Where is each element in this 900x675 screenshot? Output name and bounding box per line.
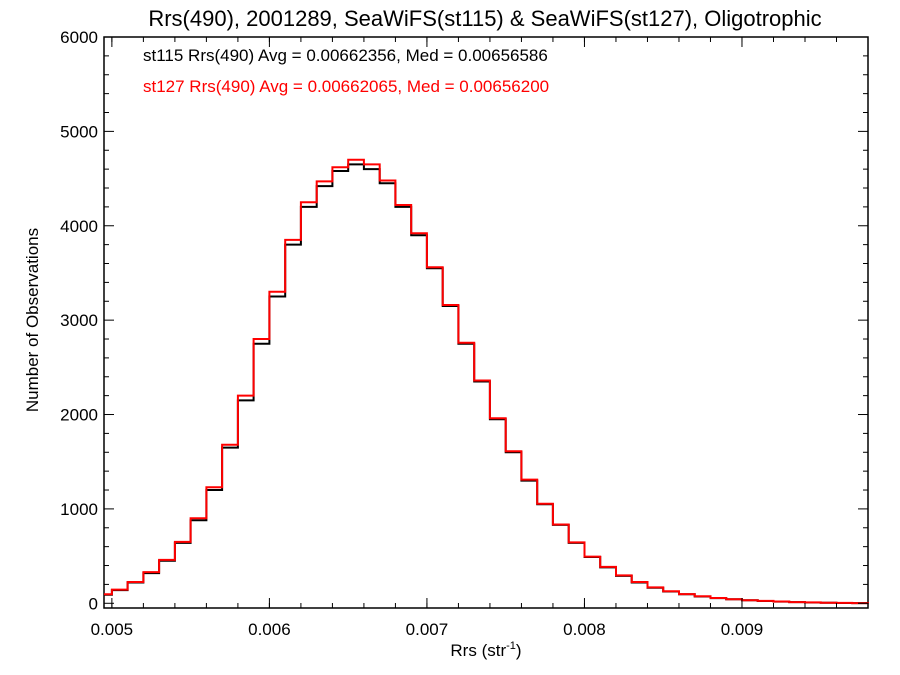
histogram-series-0 — [104, 163, 869, 605]
x-axis-label: Rrs (str-1) — [450, 640, 521, 660]
y-axis-label: Number of Observations — [23, 228, 42, 412]
y-tick-label: 1000 — [60, 500, 98, 519]
tick-layer: 0.005 0.006 0.007 0.008 0.009 0 1000 2000 3000 40… — [60, 28, 869, 639]
plot-frame — [103, 36, 869, 609]
x-tick-label: 0.008 — [563, 620, 606, 639]
y-tick-label: 4000 — [60, 217, 98, 236]
y-tick-label: 5000 — [60, 122, 98, 141]
x-tick-label: 0.005 — [91, 620, 134, 639]
series-layer — [104, 158, 869, 605]
x-tick-label: 0.006 — [248, 620, 291, 639]
legend-annotation-st127: st127 Rrs(490) Avg = 0.00662065, Med = 0… — [143, 77, 549, 96]
x-tick-label: 0.007 — [406, 620, 449, 639]
plot-border — [103, 36, 869, 609]
y-tick-label: 3000 — [60, 311, 98, 330]
y-tick-label: 0 — [89, 594, 98, 613]
legend-annotation-st115: st115 Rrs(490) Avg = 0.00662356, Med = 0… — [143, 46, 548, 65]
chart-title: Rrs(490), 2001289, SeaWiFS(st115) & SeaW… — [148, 6, 821, 31]
x-tick-label: 0.009 — [721, 620, 764, 639]
histogram-series-1 — [104, 158, 869, 605]
y-tick-label: 6000 — [60, 28, 98, 47]
x-axis-label-close: ) — [516, 641, 522, 660]
x-axis-label-base: Rrs (str — [450, 641, 506, 660]
x-axis-label-superscript: -1 — [506, 640, 516, 652]
y-tick-label: 2000 — [60, 406, 98, 425]
